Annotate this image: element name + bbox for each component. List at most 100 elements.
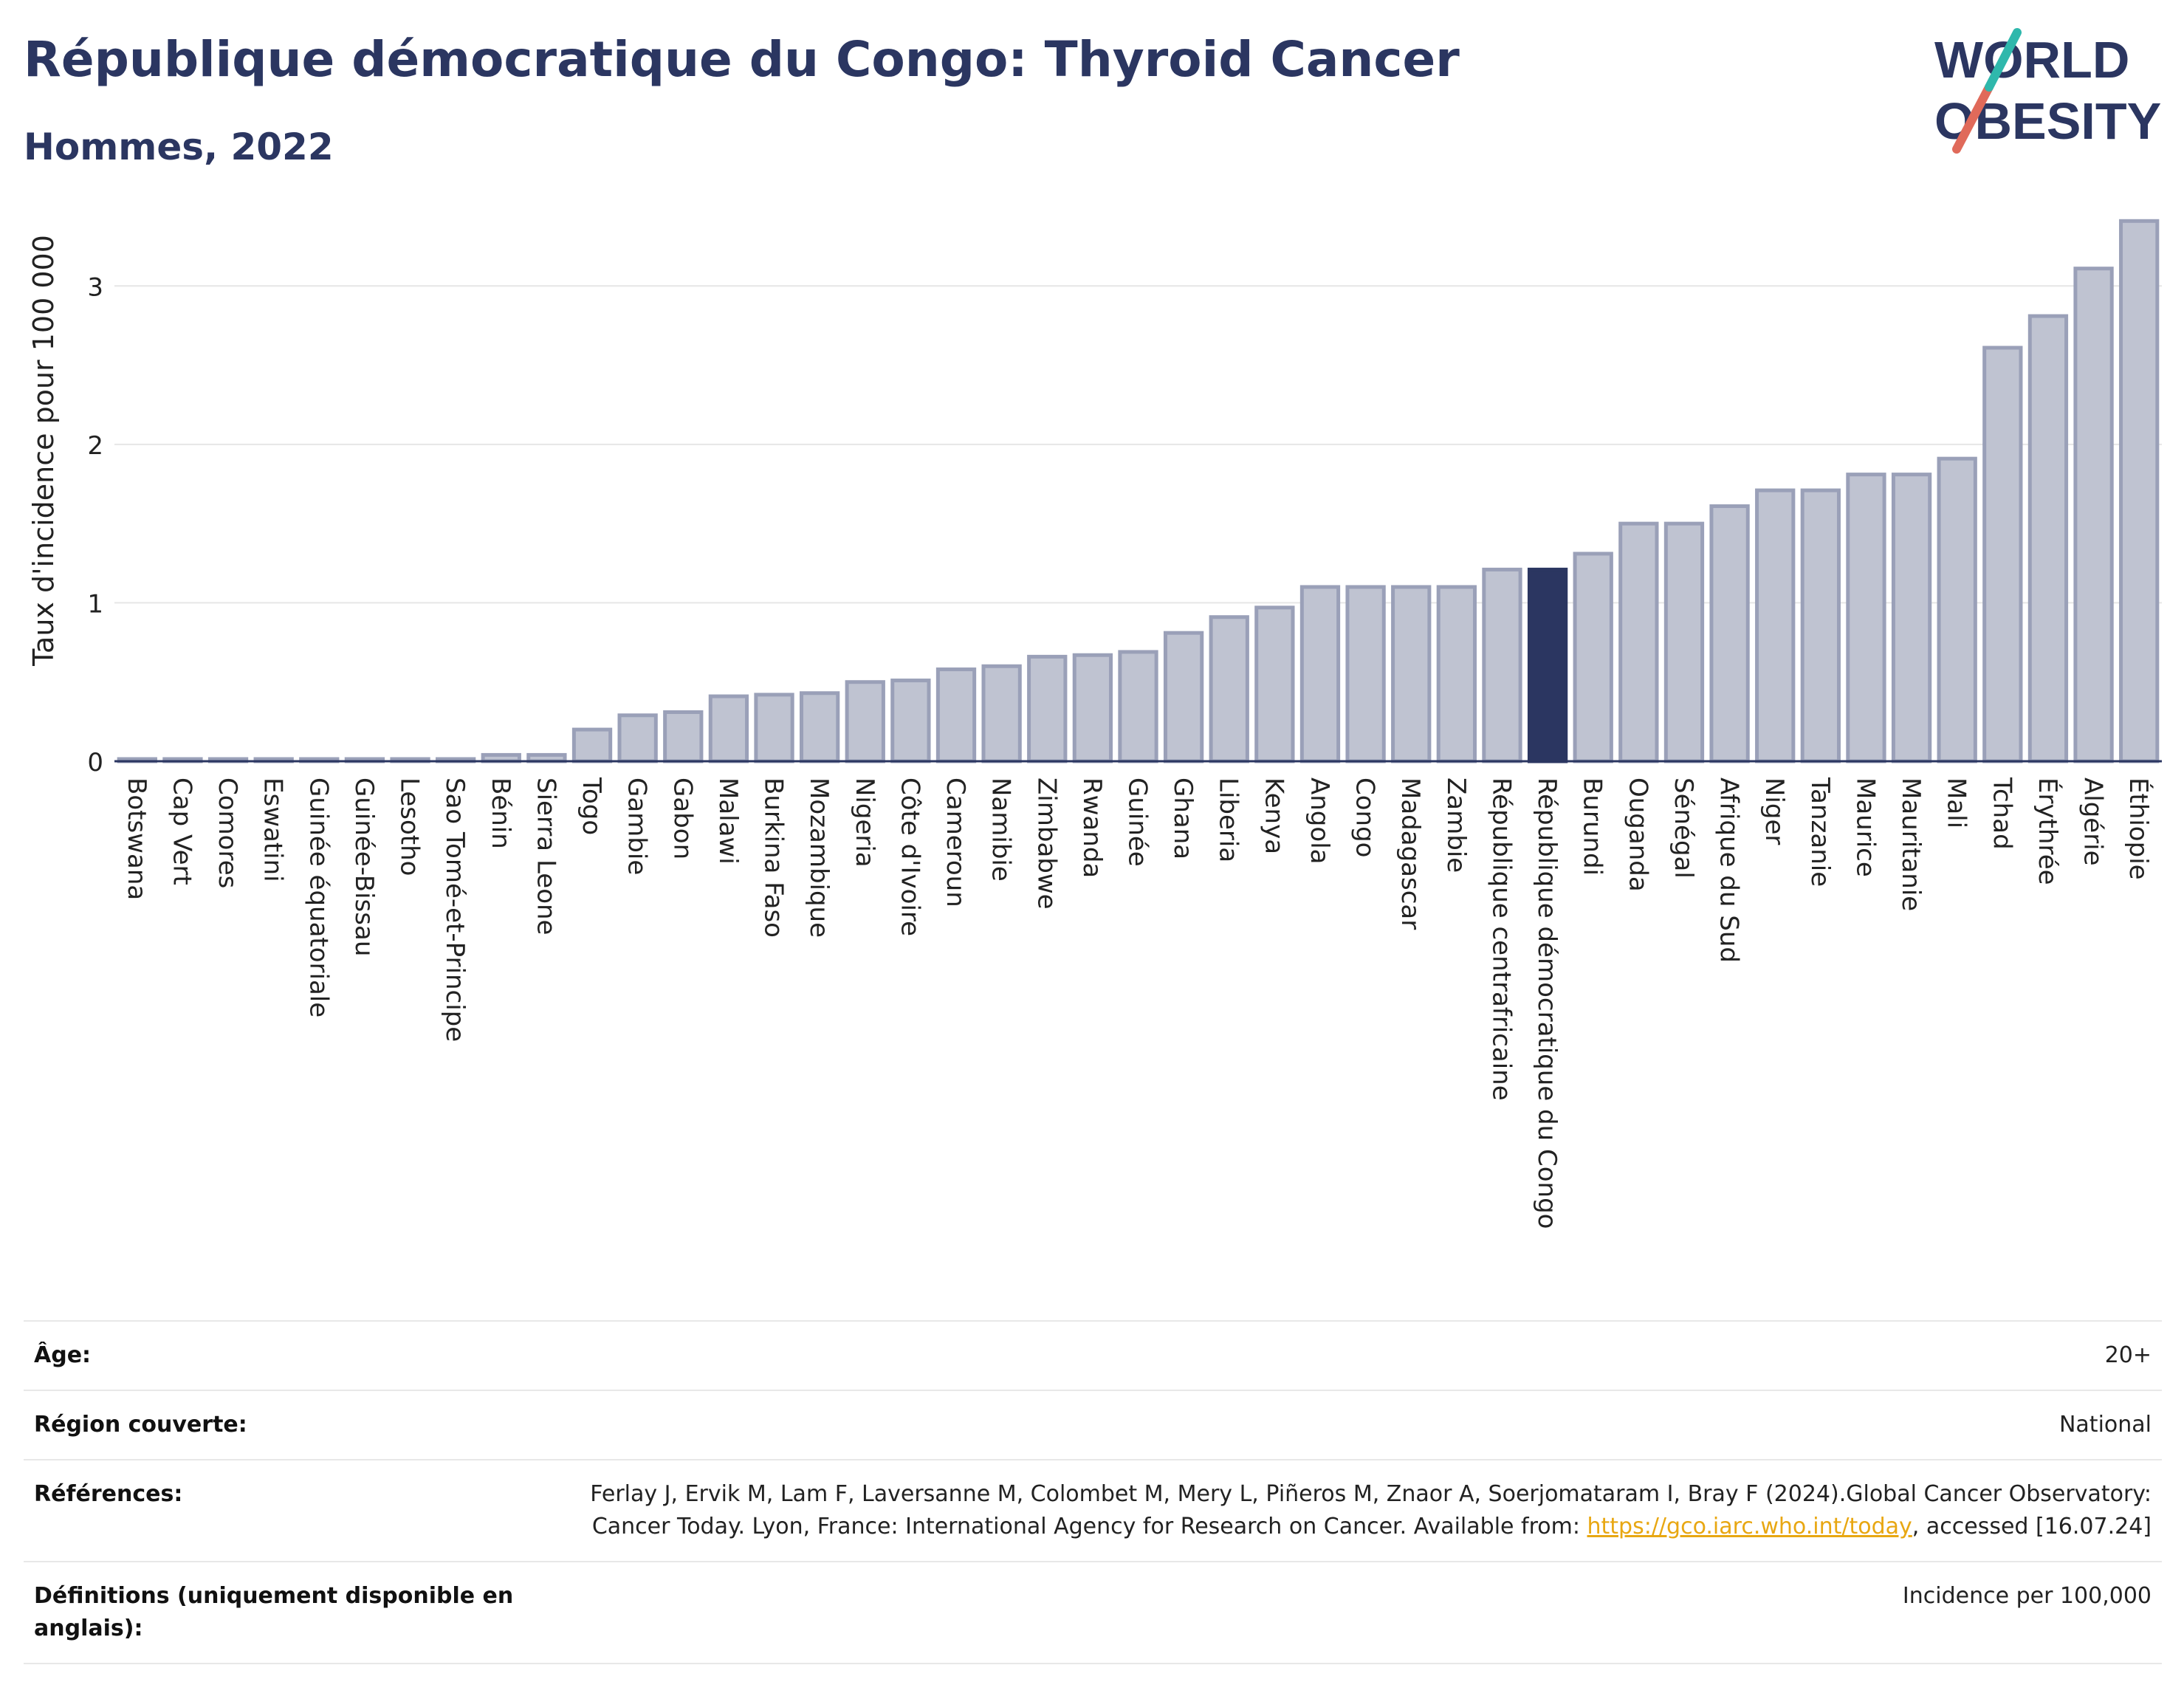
x-tick-label: Comores bbox=[213, 777, 242, 888]
x-tick-label: Côte d'Ivoire bbox=[895, 777, 924, 936]
x-tick-label: Angola bbox=[1305, 777, 1334, 864]
x-tick-label: Namibie bbox=[986, 777, 1016, 882]
bar bbox=[1618, 521, 1659, 763]
bar bbox=[1391, 585, 1432, 763]
references-suffix: , accessed [16.07.24] bbox=[1912, 1514, 2152, 1539]
bar bbox=[1254, 605, 1295, 763]
bar bbox=[1299, 585, 1341, 763]
x-tick-label: Eswatini bbox=[258, 777, 288, 882]
x-tick-label: Mali bbox=[1942, 777, 1971, 828]
x-tick-label: Lesotho bbox=[395, 777, 425, 876]
x-tick-label: Kenya bbox=[1259, 777, 1288, 854]
meta-row-age: Âge: 20+ bbox=[24, 1322, 2162, 1391]
references-text: Ferlay J, Ervik M, Lam F, Laversanne M, … bbox=[590, 1481, 2152, 1539]
x-tick-label: Afrique du Sud bbox=[1714, 777, 1744, 963]
x-tick-label: République démocratique du Congo bbox=[1532, 777, 1562, 1229]
chart-title: République démocratique du Congo: Thyroi… bbox=[24, 31, 1460, 88]
bar bbox=[1755, 488, 1796, 763]
x-tick-label: Tanzanie bbox=[1805, 777, 1835, 887]
x-tick-labels: Botswana Cap Vert Comores Eswatini Guinée éq… bbox=[122, 777, 2154, 1229]
references-label: Références: bbox=[34, 1481, 183, 1507]
x-tick-label: Tchad bbox=[1987, 777, 2016, 850]
bar bbox=[890, 679, 931, 763]
bar bbox=[1937, 456, 1977, 763]
bars bbox=[117, 219, 2160, 763]
x-tick-label: Congo bbox=[1350, 777, 1380, 857]
x-tick-label: Cameroun bbox=[941, 777, 970, 907]
metadata-table: Âge: 20+ Région couverte: National Référ… bbox=[24, 1320, 2162, 1664]
x-tick-label: Togo bbox=[577, 777, 606, 835]
x-tick-label: Gabon bbox=[667, 777, 697, 859]
bar bbox=[981, 664, 1022, 763]
bar bbox=[1482, 567, 1522, 763]
bar bbox=[1982, 346, 2023, 763]
x-tick-label: Algérie bbox=[2078, 777, 2108, 866]
x-tick-label: Burundi bbox=[1578, 777, 1607, 876]
y-tick-label: 3 bbox=[87, 272, 103, 302]
y-tick-labels: 0 1 2 3 bbox=[87, 272, 103, 777]
x-tick-label: Guinée-Bissau bbox=[349, 777, 379, 956]
bar bbox=[799, 691, 840, 763]
x-tick-label: Madagascar bbox=[1395, 777, 1425, 930]
bar bbox=[1709, 504, 1750, 763]
bar bbox=[571, 727, 613, 763]
bar bbox=[1118, 650, 1158, 763]
x-tick-label: Niger bbox=[1759, 777, 1789, 845]
references-value: Ferlay J, Ervik M, Lam F, Laversanne M, … bbox=[527, 1478, 2152, 1543]
x-tick-label: Guinée bbox=[1123, 777, 1153, 867]
logo-slash-teal bbox=[1985, 28, 2022, 92]
y-tick-label: 2 bbox=[87, 431, 103, 461]
x-tick-label: Bénin bbox=[486, 777, 515, 849]
y-tick-label: 0 bbox=[87, 748, 103, 777]
x-tick-label: Zambie bbox=[1441, 777, 1471, 873]
bar-chart: 0 1 2 3 Botswana Cap Vert Comores Eswatini Guin… bbox=[27, 219, 2162, 1229]
bar bbox=[1436, 585, 1477, 763]
bar bbox=[708, 694, 749, 763]
x-tick-label: Sierra Leone bbox=[531, 777, 560, 935]
definitions-value: Incidence per 100,000 bbox=[1902, 1583, 2152, 1609]
definitions-label: Définitions (uniquement disponible en an… bbox=[34, 1583, 514, 1641]
x-tick-label: Ouganda bbox=[1623, 777, 1652, 892]
bar bbox=[2119, 219, 2160, 763]
bar bbox=[1800, 488, 1841, 763]
bar bbox=[935, 667, 977, 763]
x-tick-label: Ghana bbox=[1168, 777, 1198, 859]
x-tick-label: Érythrée bbox=[2033, 777, 2063, 885]
chart-subtitle: Hommes, 2022 bbox=[24, 126, 334, 168]
world-obesity-logo: WORLD OBESITY bbox=[1934, 28, 2161, 154]
logo-slash-red bbox=[1952, 83, 1994, 154]
x-tick-label: Éthiopie bbox=[2123, 777, 2154, 880]
bar bbox=[2027, 314, 2069, 763]
x-tick-label: Nigeria bbox=[850, 777, 879, 868]
x-tick-label: Liberia bbox=[1214, 777, 1243, 862]
bar bbox=[1072, 653, 1113, 763]
bar bbox=[2073, 267, 2114, 763]
meta-row-references: Références: Ferlay J, Ervik M, Lam F, La… bbox=[24, 1460, 2162, 1562]
bar bbox=[1846, 473, 1886, 763]
y-tick-label: 1 bbox=[87, 589, 103, 619]
bar bbox=[1891, 473, 1932, 763]
age-value: 20+ bbox=[2104, 1342, 2152, 1368]
age-label: Âge: bbox=[34, 1342, 92, 1368]
x-tick-label: Mozambique bbox=[804, 777, 834, 938]
bar bbox=[754, 693, 794, 763]
bar bbox=[1209, 615, 1249, 763]
bar bbox=[845, 680, 885, 763]
x-tick-label: Mauritanie bbox=[1896, 777, 1926, 911]
x-tick-label: Maurice bbox=[1850, 777, 1880, 877]
bar bbox=[1527, 567, 1568, 763]
bar bbox=[1663, 521, 1705, 763]
bar bbox=[617, 713, 658, 763]
y-axis-label: Taux d'incidence pour 100 000 bbox=[27, 235, 60, 667]
bar bbox=[1163, 631, 1204, 763]
region-label: Région couverte: bbox=[34, 1412, 247, 1438]
x-tick-label: Botswana bbox=[122, 777, 151, 900]
logo-text-world: WORLD bbox=[1934, 31, 2129, 89]
x-tick-label: Rwanda bbox=[1077, 777, 1107, 878]
region-value: National bbox=[2058, 1412, 2152, 1438]
meta-row-definitions: Définitions (uniquement disponible en an… bbox=[24, 1562, 2162, 1664]
bar bbox=[1573, 552, 1613, 763]
references-link[interactable]: https://gco.iarc.who.int/today bbox=[1587, 1514, 1912, 1539]
x-tick-label: Malawi bbox=[713, 777, 743, 865]
x-tick-label: Gambie bbox=[622, 777, 652, 875]
